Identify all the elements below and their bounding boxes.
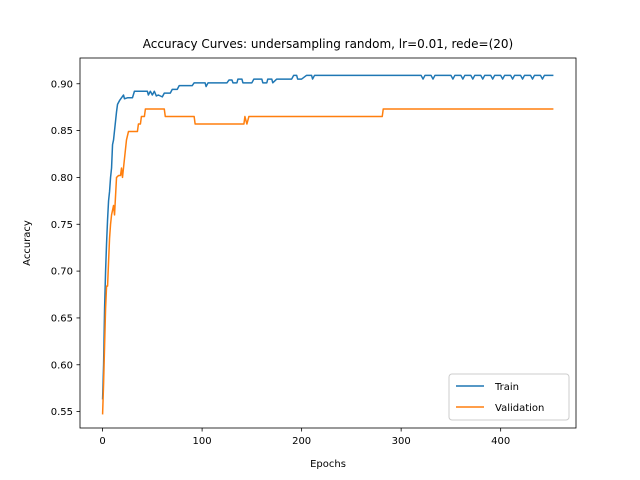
y-tick-label: 0.85 — [51, 126, 73, 137]
x-tick-label: 400 — [491, 436, 510, 447]
y-tick-label: 0.75 — [51, 220, 73, 231]
x-tick-label: 300 — [392, 436, 411, 447]
series-line-validation — [101, 108, 554, 415]
x-tick-label: 100 — [193, 436, 212, 447]
y-tick-label: 0.60 — [51, 360, 73, 371]
x-tick-label: 0 — [99, 436, 105, 447]
y-tick-label: 0.65 — [51, 313, 73, 324]
y-tick-label: 0.80 — [51, 173, 73, 184]
x-tick-label: 200 — [292, 436, 311, 447]
series-line-train — [101, 74, 554, 400]
y-tick-label: 0.55 — [51, 407, 73, 418]
x-axis-label: Epochs — [310, 459, 346, 470]
plot-frame — [79, 57, 577, 429]
plot-area — [101, 74, 554, 415]
legend: Train Validation — [448, 373, 570, 421]
chart-title: Accuracy Curves: undersampling random, l… — [143, 37, 513, 51]
y-axis-label: Accuracy — [22, 220, 33, 266]
y-tick-label: 0.70 — [51, 267, 73, 278]
series-layer — [101, 74, 554, 415]
legend-label-train: Train — [494, 382, 519, 393]
x-axis: 0 100 200 300 400 — [99, 428, 510, 447]
y-tick-label: 0.90 — [51, 79, 73, 90]
y-axis: 0.55 0.60 0.65 0.70 0.75 0.80 0.85 0.90 — [51, 79, 80, 418]
legend-label-validation: Validation — [495, 403, 544, 414]
